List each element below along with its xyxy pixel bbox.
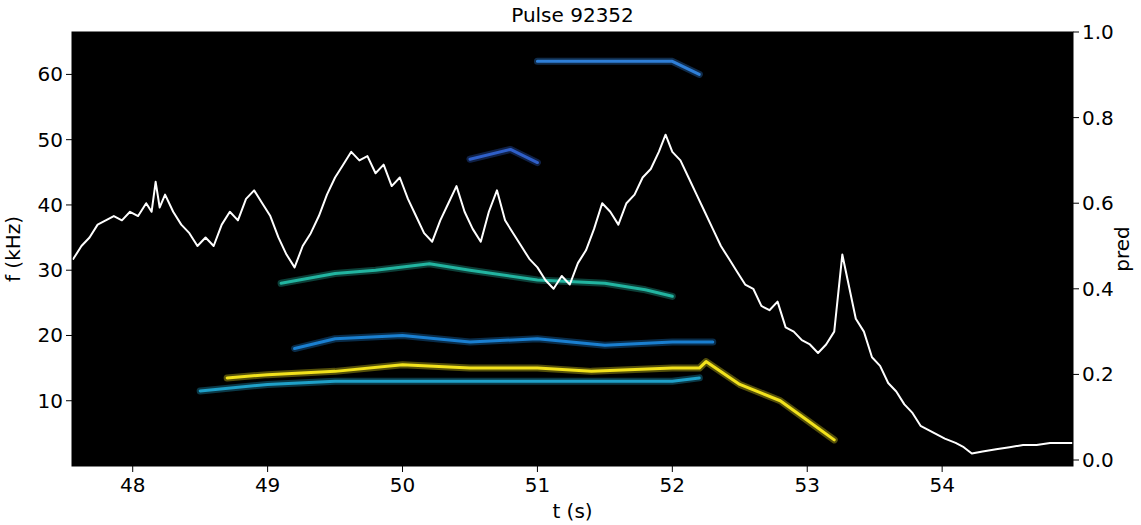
y-tick bbox=[66, 335, 72, 336]
x-tick bbox=[402, 466, 403, 472]
mode-trace bbox=[227, 362, 834, 440]
y-tick bbox=[66, 270, 72, 271]
y2-tick bbox=[1073, 117, 1079, 118]
y2-tick-label: 0.8 bbox=[1082, 106, 1114, 130]
y2-tick-label: 0.0 bbox=[1082, 448, 1114, 472]
x-tick bbox=[537, 466, 538, 472]
y2-axis-title: pred bbox=[1110, 226, 1134, 271]
mode-glow bbox=[281, 264, 672, 297]
mode-glow bbox=[537, 61, 699, 74]
x-tick bbox=[132, 466, 133, 472]
x-tick-label: 51 bbox=[525, 473, 550, 497]
y-tick bbox=[66, 400, 72, 401]
x-tick-label: 48 bbox=[120, 473, 145, 497]
mode-trace bbox=[200, 378, 699, 391]
mode-trace bbox=[281, 264, 672, 297]
x-tick-label: 52 bbox=[660, 473, 685, 497]
y-tick-label: 40 bbox=[38, 193, 63, 217]
y2-tick-label: 0.6 bbox=[1082, 191, 1114, 215]
y-tick-label: 30 bbox=[38, 258, 63, 282]
y2-tick-label: 1.0 bbox=[1082, 20, 1114, 44]
mode-glow bbox=[227, 362, 834, 440]
y-tick-label: 50 bbox=[38, 128, 63, 152]
pred-line bbox=[73, 135, 1071, 454]
chart: Pulse 92352 48 49 50 51 52 53 54 10 20 30 40 50 60 0.0… bbox=[0, 0, 1141, 525]
x-tick-label: 50 bbox=[390, 473, 415, 497]
plot-background bbox=[72, 32, 1073, 466]
series-group bbox=[73, 61, 1071, 453]
x-tick-label: 54 bbox=[929, 473, 954, 497]
x-tick bbox=[672, 466, 673, 472]
frame bbox=[72, 32, 1073, 466]
mode-glow bbox=[470, 149, 537, 162]
y2-tick bbox=[1073, 32, 1079, 33]
x-tick bbox=[807, 466, 808, 472]
y2-tick bbox=[1073, 203, 1079, 204]
y2-tick bbox=[1073, 460, 1079, 461]
y-tick-label: 60 bbox=[38, 62, 63, 86]
x-axis-title: t (s) bbox=[552, 499, 592, 523]
mode-trace bbox=[295, 335, 713, 348]
y-tick bbox=[66, 204, 72, 205]
x-tick bbox=[267, 466, 268, 472]
y2-tick bbox=[1073, 374, 1079, 375]
mode-glow bbox=[295, 335, 713, 348]
y-tick-label: 20 bbox=[38, 323, 63, 347]
y-tick bbox=[66, 74, 72, 75]
y-axis-title: f (kHz) bbox=[1, 216, 25, 282]
y-tick bbox=[66, 139, 72, 140]
x-tick-label: 53 bbox=[795, 473, 820, 497]
x-tick bbox=[942, 466, 943, 472]
y-tick-label: 10 bbox=[38, 389, 63, 413]
mode-trace bbox=[470, 149, 537, 162]
x-tick-label: 49 bbox=[255, 473, 280, 497]
title: Pulse 92352 bbox=[511, 3, 634, 27]
mode-glow bbox=[200, 378, 699, 391]
mode-trace bbox=[537, 61, 699, 74]
y2-tick-label: 0.2 bbox=[1082, 362, 1114, 386]
y2-tick bbox=[1073, 288, 1079, 289]
y2-tick-label: 0.4 bbox=[1082, 277, 1114, 301]
